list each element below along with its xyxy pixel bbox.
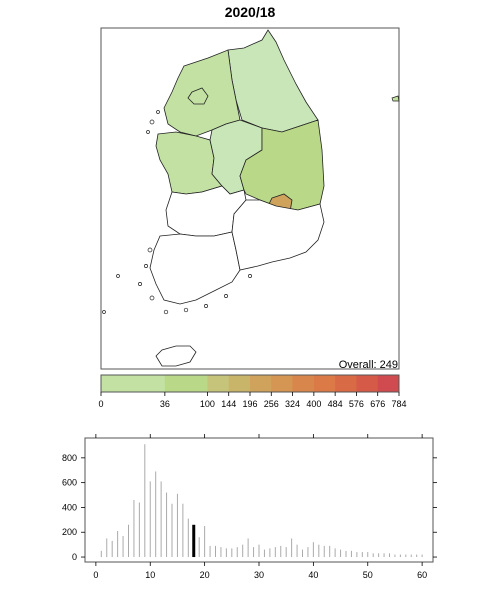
colorbar-tick-label: 576 <box>349 399 364 409</box>
colorbar-segment <box>207 375 230 392</box>
colorbar-tick-label: 196 <box>242 399 257 409</box>
plot-frame <box>84 437 434 563</box>
x-tick-label: 20 <box>200 570 210 580</box>
island <box>149 295 155 301</box>
region-gyeongnam[interactable] <box>231 199 325 271</box>
x-tick-label: 40 <box>308 570 318 580</box>
island <box>144 264 148 268</box>
x-tick-label: 10 <box>145 570 155 580</box>
island <box>146 130 150 134</box>
colorbar-tick-label: 256 <box>264 399 279 409</box>
y-axis: 0 200 400 600 800 <box>62 453 437 562</box>
island <box>224 294 228 298</box>
colorbar-segment <box>313 375 336 392</box>
colorbar-tick-label: 324 <box>285 399 300 409</box>
colorbar-segment <box>101 375 166 392</box>
colorbar-tick-label: 0 <box>98 399 103 409</box>
histogram-bars <box>100 444 423 558</box>
island <box>163 309 169 315</box>
colorbar-segment <box>250 375 272 392</box>
x-tick-label: 60 <box>417 570 427 580</box>
map-panel <box>100 27 400 370</box>
colorbar-tick-label: 144 <box>221 399 236 409</box>
colorbar-segment <box>335 375 357 392</box>
island <box>102 310 106 314</box>
colorbar <box>100 374 400 393</box>
region-jeju[interactable] <box>155 345 197 367</box>
histogram-panel: 0 10 20 30 40 50 60 0 200 400 600 800 <box>62 434 437 580</box>
island <box>147 247 153 253</box>
island <box>183 307 189 313</box>
chart-title: 2020/18 <box>225 4 276 20</box>
y-tick-label: 0 <box>72 552 77 562</box>
overall-label: Overall: 249 <box>339 359 398 371</box>
x-tick-label: 50 <box>363 570 373 580</box>
y-tick-label: 200 <box>62 527 77 537</box>
island-ulleung <box>391 95 400 102</box>
island <box>204 304 208 308</box>
colorbar-ticks: 0 36 100 144 196 256 324 400 484 576 676 784 <box>98 392 407 409</box>
y-tick-label: 400 <box>62 502 77 512</box>
colorbar-segment <box>356 375 379 392</box>
region-seoul[interactable] <box>187 87 209 105</box>
region-jeonnam[interactable] <box>149 231 241 305</box>
island <box>156 110 160 114</box>
island <box>116 274 120 278</box>
x-tick-label: 30 <box>254 570 264 580</box>
colorbar-segment <box>292 375 315 392</box>
colorbar-segment <box>271 375 294 392</box>
colorbar-tick-label: 36 <box>160 399 170 409</box>
island <box>248 274 252 278</box>
region-gangwon[interactable] <box>227 29 319 133</box>
colorbar-tick-label: 484 <box>328 399 343 409</box>
x-axis: 0 10 20 30 40 50 60 <box>93 434 427 580</box>
colorbar-tick-label: 784 <box>391 399 406 409</box>
x-tick-label: 0 <box>93 570 98 580</box>
y-tick-label: 800 <box>62 453 77 463</box>
colorbar-tick-label: 676 <box>370 399 385 409</box>
island <box>149 119 155 125</box>
colorbar-segment <box>164 375 208 392</box>
colorbar-segment <box>228 375 251 392</box>
colorbar-tick-label: 400 <box>306 399 321 409</box>
colorbar-tick-label: 100 <box>200 399 215 409</box>
colorbar-segment <box>377 375 400 392</box>
y-tick-label: 600 <box>62 478 77 488</box>
islands <box>102 95 400 315</box>
island <box>138 282 142 286</box>
